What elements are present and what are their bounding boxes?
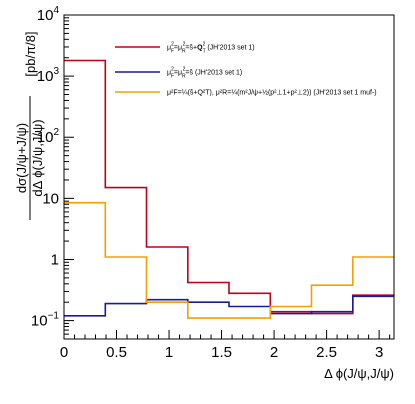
series-line-1 (64, 295, 394, 317)
y-axis: 10−1 1 10 102 103 104 (31, 5, 74, 340)
y-tick-label-1: 1 (51, 251, 59, 268)
x-tick-label-5: 2.5 (316, 344, 337, 361)
y-axis-title-unit: [pb/π/8] (23, 31, 38, 76)
x-tick-label-1: 0.5 (106, 344, 127, 361)
y-axis-title: dσ(J/ψ+J/ψ) dΔ ϕ(J/ψ,J/ψ) [pb/π/8] (14, 31, 45, 220)
y-tick-label-3: 102 (37, 127, 60, 146)
x-tick-label-6: 3 (375, 344, 383, 361)
plot-frame (63, 14, 395, 340)
series-layer (64, 59, 394, 319)
y-tick-label-5: 104 (37, 5, 60, 24)
x-tick-label-2: 1 (165, 344, 173, 361)
legend-label-2: μ²F=¼(ŝ+Q²T), μ²R=¼(m²J/ψ+½(p²⊥1+p²⊥2)) … (167, 89, 377, 97)
legend-label-1: μF2=μR2=ŝ (JH'2013 set 1) (167, 67, 242, 80)
series-line-2 (64, 201, 394, 319)
series-line-0 (64, 59, 394, 315)
x-axis-title: Δ ϕ(J/ψ,J/ψ) (324, 366, 394, 381)
x-tick-label-3: 1.5 (211, 344, 232, 361)
y-tick-label-0: 10−1 (31, 311, 60, 330)
x-tick-label-4: 2 (270, 344, 278, 361)
y-tick-label-4: 103 (37, 66, 60, 85)
y-tick-label-2: 10 (42, 190, 59, 207)
y-axis-title-denominator: dΔ ϕ(J/ψ,J/ψ) (30, 119, 45, 196)
x-axis: 0 0.5 1 1.5 2 2.5 3 (60, 330, 391, 361)
x-tick-label-0: 0 (60, 344, 68, 361)
legend: μF2=μR2=ŝ+QT2 (JH'2013 set 1) μF2=μR2=ŝ … (115, 42, 377, 97)
legend-label-0: μF2=μR2=ŝ+QT2 (JH'2013 set 1) (167, 42, 255, 55)
y-axis-title-numerator: dσ(J/ψ+J/ψ) (14, 123, 29, 193)
